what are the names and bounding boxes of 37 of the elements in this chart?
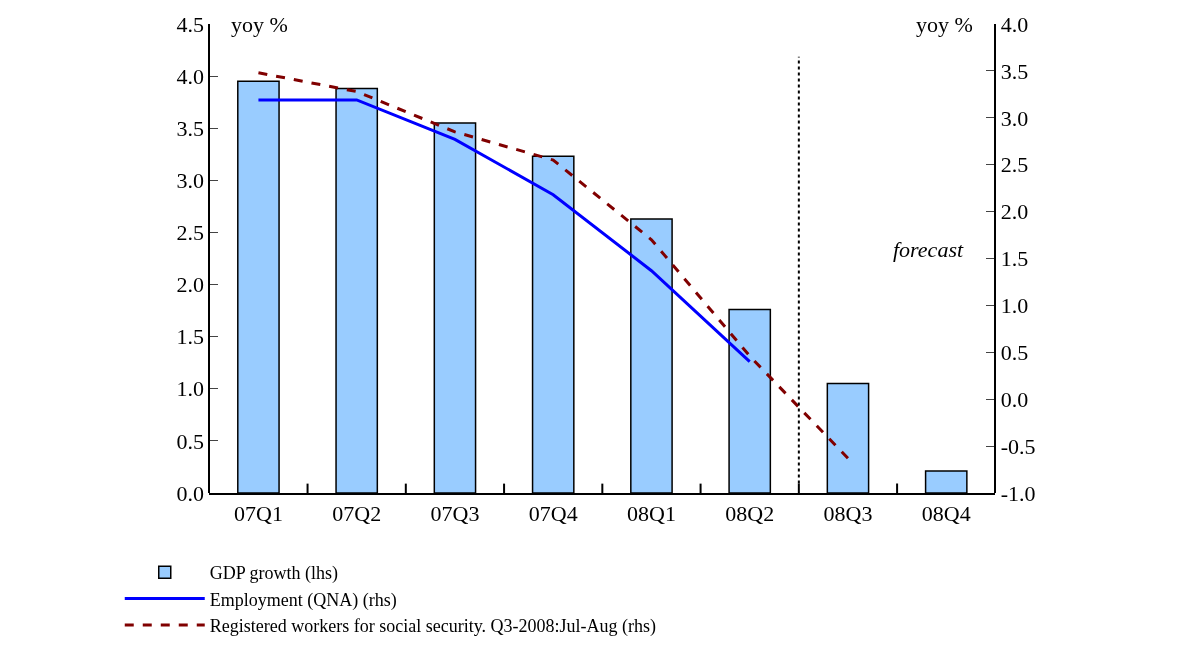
x-tick-label: 07Q3 [430, 501, 480, 527]
y-tick-label: 0.0 [176, 480, 204, 506]
y2-tick-label: 0.5 [1000, 340, 1029, 365]
y-tick-label: 2.0 [176, 272, 204, 298]
x-tick-label: 07Q4 [528, 501, 578, 527]
y-tick-label: 0.5 [176, 428, 204, 454]
legend-label: Employment (QNA) (rhs) [209, 589, 397, 611]
y2-tick-label: 2.5 [1000, 152, 1029, 178]
y2-tick-label: 3.5 [1000, 58, 1029, 84]
x-tick-label: 08Q2 [725, 501, 775, 527]
y-tick-label: 1.5 [176, 324, 204, 350]
y2-tick-label: -0.5 [1000, 433, 1036, 459]
y2-tick-label: 2.0 [1000, 199, 1029, 225]
y2-axis-title: yoy % [916, 12, 973, 37]
y-tick-label: 4.0 [176, 63, 204, 89]
y-tick-label: 2.5 [176, 220, 204, 246]
legend-label: Registered workers for social security. Q3-2008:Jul-Aug (rhs) [209, 615, 656, 637]
y2-tick-label: -1.0 [1000, 480, 1036, 506]
y2-tick-label: 4.0 [1000, 11, 1029, 37]
y2-tick-label: 0.0 [1000, 386, 1029, 412]
y2-tick-label: 1.5 [1000, 246, 1029, 272]
x-tick-label: 08Q1 [627, 501, 676, 527]
y-tick-label: 4.5 [176, 11, 204, 37]
x-tick-label: 08Q4 [921, 501, 971, 527]
y-tick-label: 3.0 [176, 168, 204, 194]
x-tick-label: 07Q1 [233, 501, 283, 527]
y-tick-label: 3.5 [176, 115, 204, 141]
y2-tick-label: 1.0 [1000, 293, 1029, 319]
x-tick-label: 08Q3 [823, 501, 873, 527]
line-series [256, 98, 752, 364]
line-series [256, 71, 850, 460]
y-tick-label: 1.0 [176, 376, 204, 402]
legend-label: GDP growth (lhs) [209, 563, 339, 585]
y-axis-title: yoy % [231, 12, 288, 37]
x-tick-label: 07Q2 [332, 501, 382, 527]
annotation: forecast [893, 237, 964, 262]
y2-tick-label: 3.0 [1000, 105, 1029, 131]
